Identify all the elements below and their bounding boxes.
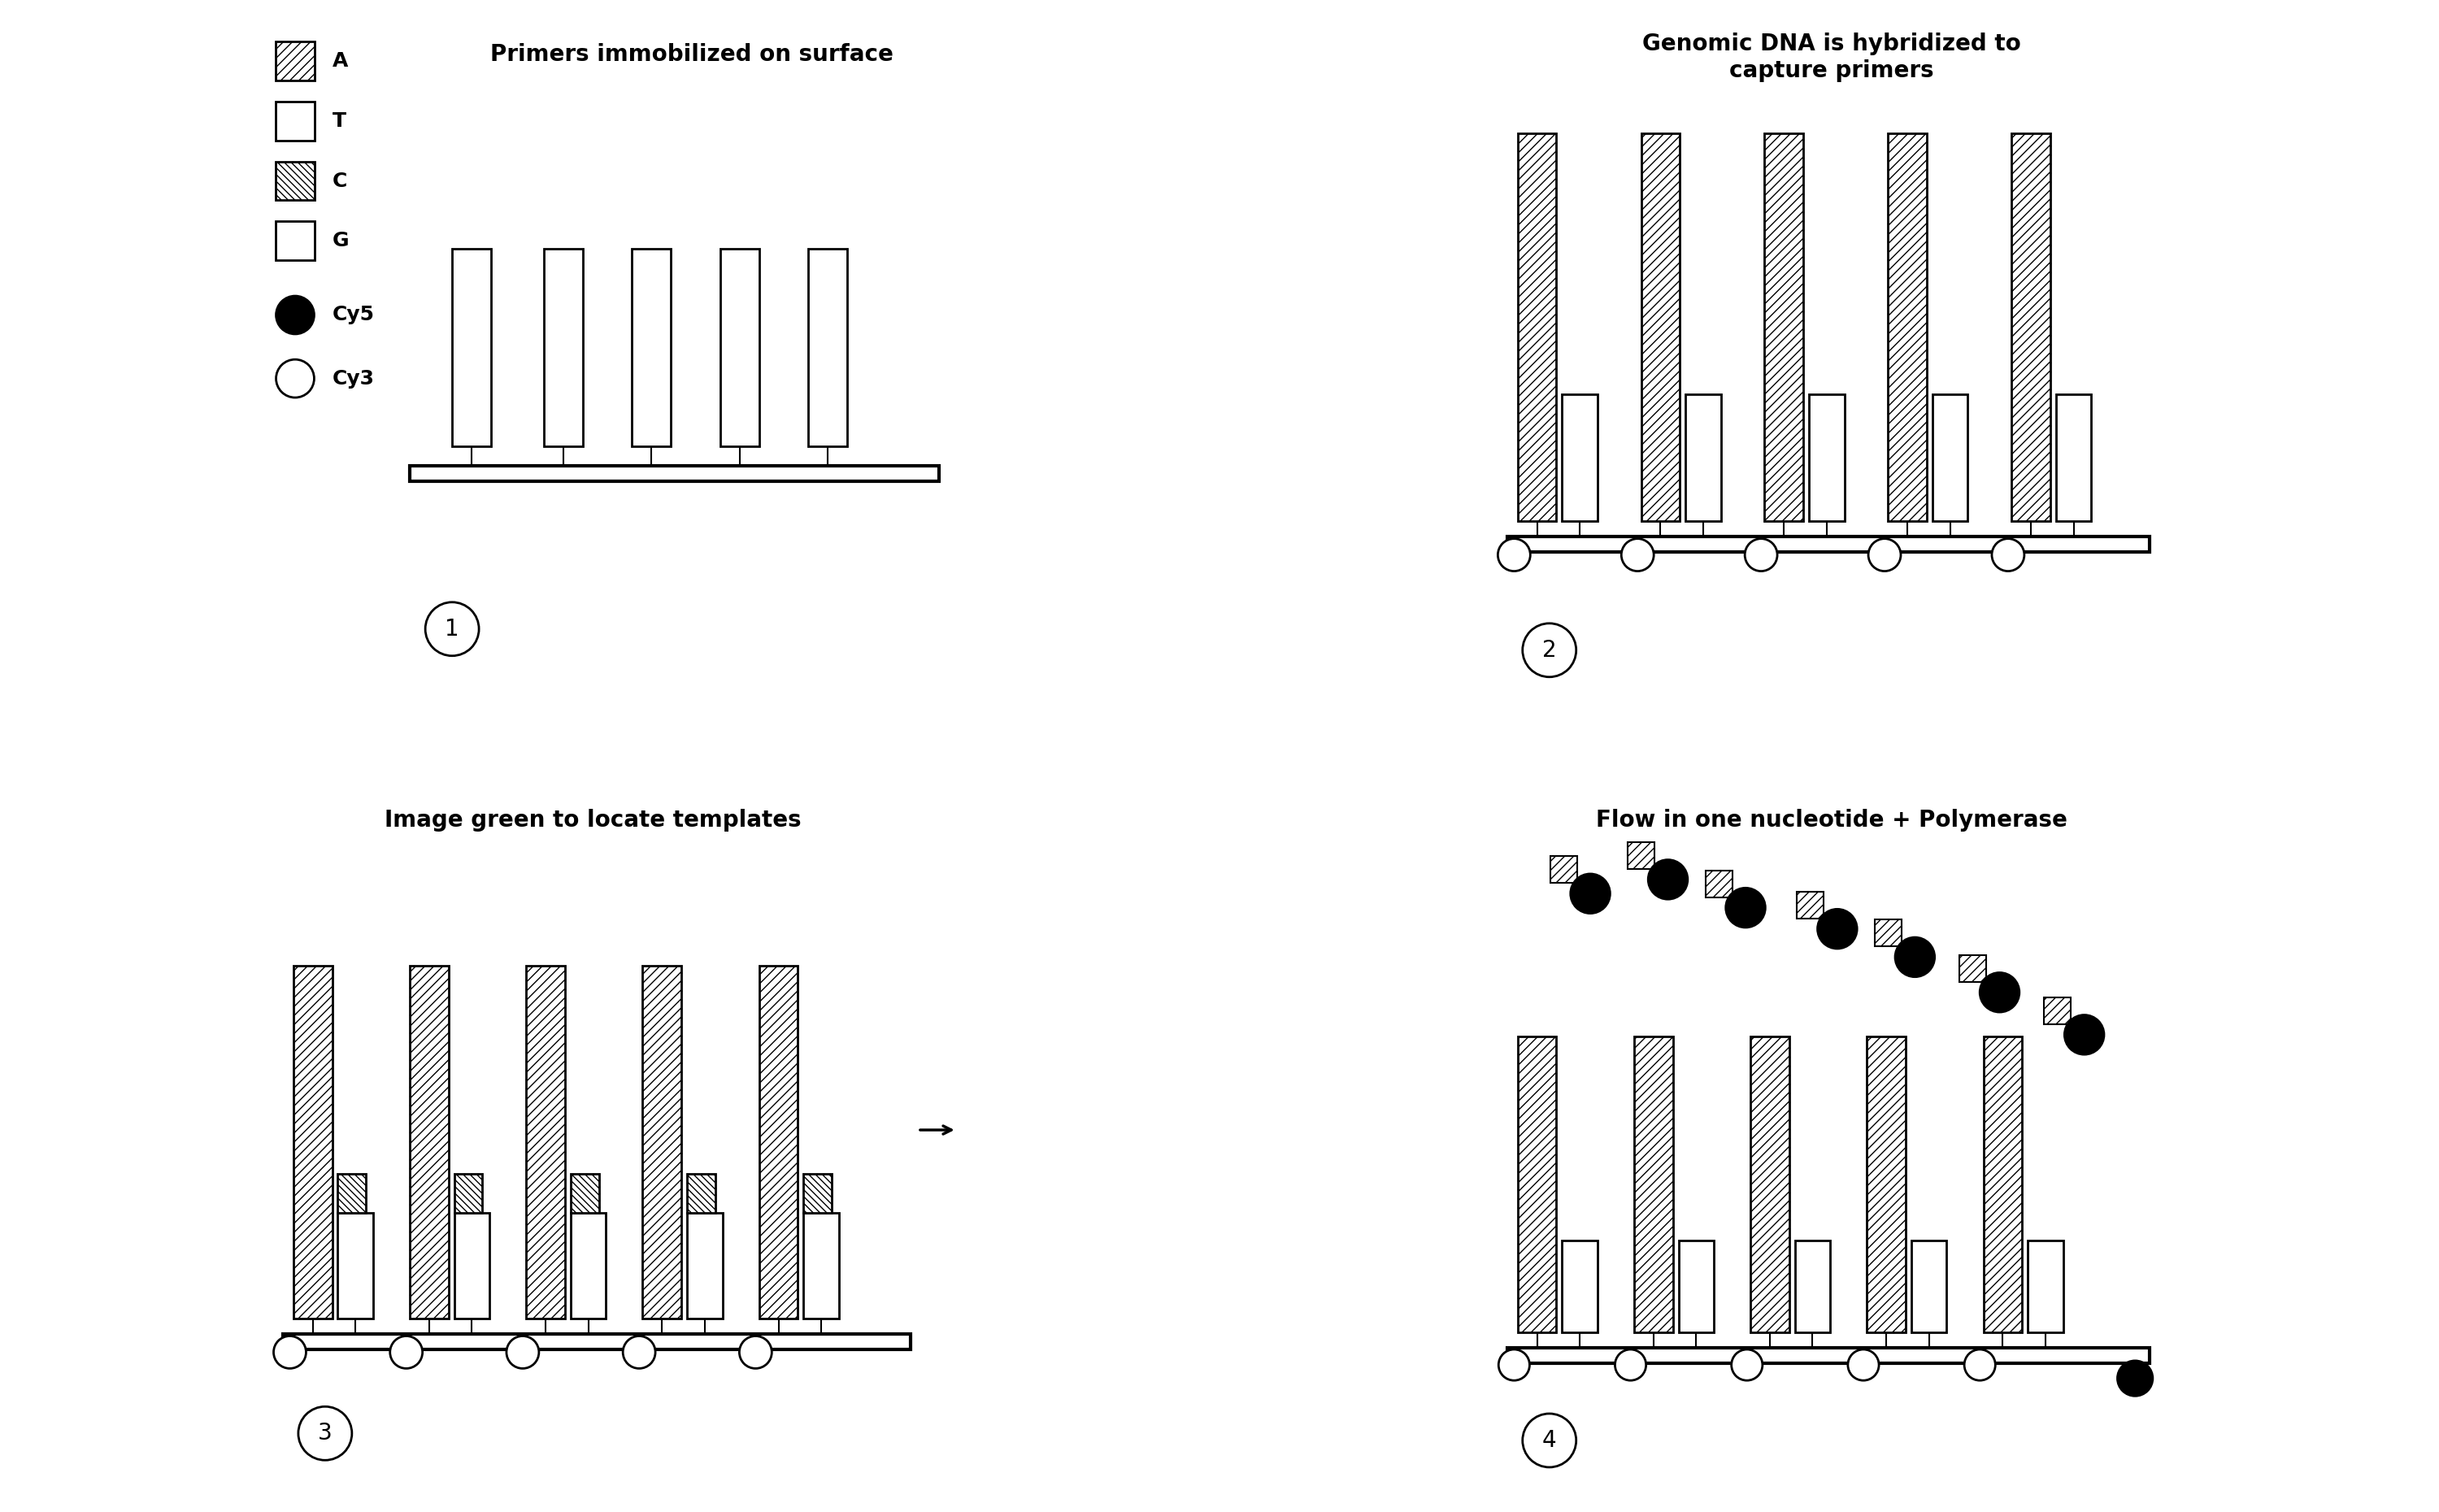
Bar <box>641 966 680 1318</box>
Circle shape <box>1498 1349 1529 1380</box>
Text: A: A <box>332 51 349 71</box>
Bar <box>1795 1241 1829 1332</box>
Circle shape <box>2117 1361 2154 1396</box>
Bar <box>720 248 759 446</box>
Bar <box>283 1334 910 1349</box>
Circle shape <box>739 1337 771 1368</box>
Bar <box>410 966 449 1318</box>
Bar <box>759 966 798 1318</box>
Circle shape <box>622 1337 656 1368</box>
Bar <box>1561 395 1598 522</box>
Bar <box>276 221 315 260</box>
Bar <box>1634 1036 1673 1332</box>
Bar <box>1888 133 1927 522</box>
Text: 2: 2 <box>1541 638 1556 662</box>
Bar <box>802 1213 839 1318</box>
Circle shape <box>1993 538 2024 572</box>
Bar <box>632 248 671 446</box>
Bar <box>276 101 315 141</box>
Text: Genomic DNA is hybridized to
capture primers: Genomic DNA is hybridized to capture pri… <box>1641 33 2022 82</box>
Bar <box>527 966 566 1318</box>
Bar <box>1507 1349 2149 1364</box>
Circle shape <box>507 1337 539 1368</box>
Circle shape <box>1963 1349 1995 1380</box>
Bar <box>1798 892 1824 918</box>
Bar <box>1705 871 1732 897</box>
Text: Image green to locate templates: Image green to locate templates <box>385 809 802 832</box>
Bar <box>802 1173 832 1213</box>
Bar <box>1932 395 1968 522</box>
Bar <box>1641 133 1680 522</box>
Circle shape <box>424 602 478 656</box>
Bar <box>1551 856 1578 883</box>
Circle shape <box>1895 937 1934 977</box>
Circle shape <box>1849 1349 1878 1380</box>
Text: Cy5: Cy5 <box>332 305 376 325</box>
Circle shape <box>1615 1349 1646 1380</box>
Bar <box>1810 395 1844 522</box>
Bar <box>807 248 846 446</box>
Bar <box>2012 133 2051 522</box>
Bar <box>1678 1241 1715 1332</box>
Text: Cy3: Cy3 <box>332 369 376 389</box>
Bar <box>1751 1036 1790 1332</box>
Bar <box>1517 1036 1556 1332</box>
Bar <box>337 1213 373 1318</box>
Bar <box>1959 956 1985 981</box>
Circle shape <box>1744 538 1778 572</box>
Bar <box>1763 133 1802 522</box>
Bar <box>454 1173 483 1213</box>
Bar <box>410 466 939 481</box>
Bar <box>337 1173 366 1213</box>
Text: 4: 4 <box>1541 1429 1556 1452</box>
Circle shape <box>1571 874 1610 913</box>
Circle shape <box>298 1406 351 1461</box>
Bar <box>1983 1036 2022 1332</box>
Bar <box>688 1173 715 1213</box>
Circle shape <box>1727 888 1766 927</box>
Circle shape <box>276 296 315 334</box>
Bar <box>276 162 315 200</box>
Bar <box>544 248 583 446</box>
Circle shape <box>1868 538 1900 572</box>
Bar <box>1912 1241 1946 1332</box>
Bar <box>1561 1241 1598 1332</box>
Text: Primers immobilized on surface: Primers immobilized on surface <box>490 44 893 67</box>
Circle shape <box>1732 1349 1763 1380</box>
Circle shape <box>1649 860 1688 900</box>
Circle shape <box>1817 909 1856 948</box>
Bar <box>688 1213 722 1318</box>
Circle shape <box>1522 1414 1576 1467</box>
Text: 3: 3 <box>317 1421 332 1445</box>
Bar <box>1685 395 1722 522</box>
Circle shape <box>1622 538 1654 572</box>
Text: C: C <box>332 171 346 191</box>
Circle shape <box>390 1337 422 1368</box>
Circle shape <box>1980 972 2019 1012</box>
Circle shape <box>273 1337 305 1368</box>
Text: Flow in one nucleotide + Polymerase: Flow in one nucleotide + Polymerase <box>1595 809 2068 832</box>
Bar <box>571 1173 600 1213</box>
Bar <box>1876 919 1902 947</box>
Text: 1: 1 <box>444 617 459 641</box>
Text: T: T <box>332 112 346 130</box>
Bar <box>451 248 490 446</box>
Bar <box>1507 537 2149 552</box>
Bar <box>2056 395 2090 522</box>
Bar <box>2027 1241 2063 1332</box>
Circle shape <box>1498 538 1529 572</box>
Bar <box>571 1213 605 1318</box>
Bar <box>1627 842 1654 869</box>
Bar <box>454 1213 490 1318</box>
Bar <box>1866 1036 1905 1332</box>
Circle shape <box>1522 623 1576 677</box>
Bar <box>293 966 332 1318</box>
Circle shape <box>276 360 315 398</box>
Text: G: G <box>332 231 349 251</box>
Bar <box>2044 998 2071 1024</box>
Circle shape <box>2063 1015 2105 1054</box>
Bar <box>276 41 315 80</box>
Bar <box>1517 133 1556 522</box>
